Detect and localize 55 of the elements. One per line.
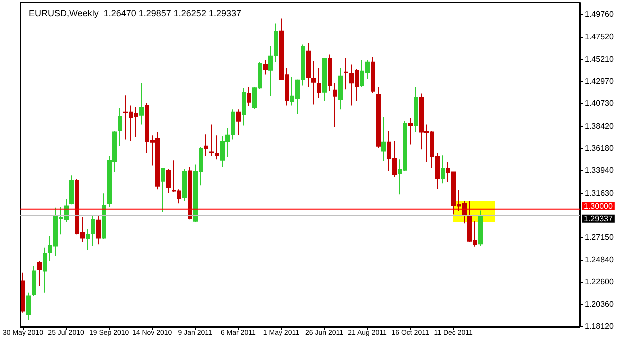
candlestick [32, 266, 36, 297]
candlestick [242, 88, 246, 126]
candlestick [247, 86, 251, 107]
candlestick [26, 292, 31, 321]
y-tick-label: 1.40730 [585, 99, 614, 108]
candlestick [414, 86, 418, 133]
candlestick [268, 46, 273, 97]
candlestick [188, 166, 192, 220]
candlestick [96, 216, 101, 246]
candlestick [166, 168, 171, 194]
candlestick [301, 44, 305, 86]
candlestick [306, 42, 311, 88]
candlestick [376, 86, 381, 148]
candlestick [441, 155, 445, 184]
candlestick [69, 175, 74, 206]
y-tick-label: 1.47520 [585, 32, 614, 42]
y-tick-label: 1.36180 [585, 144, 614, 153]
y-tick-label: 1.27150 [585, 232, 614, 242]
y-tick-label: 1.33940 [585, 166, 614, 176]
candlestick [311, 60, 316, 106]
text: EURUSD,Weekly 1.26470 1.29857 1.26252 1.29337 [29, 8, 242, 18]
candlestick [182, 168, 187, 202]
candlestick [274, 23, 278, 63]
y-tick-label: 1.18120 [585, 322, 614, 331]
candlestick [328, 54, 332, 92]
candlestick [333, 82, 337, 128]
y-tick-label: 1.42970 [585, 77, 614, 86]
candlestick [317, 68, 321, 99]
candlestick [161, 168, 165, 213]
y-tick-label: 1.45210 [585, 55, 614, 64]
candlestick [231, 109, 235, 140]
candlestick [21, 272, 25, 314]
candlestick [102, 193, 106, 240]
candlestick [381, 116, 386, 162]
y-tick-label: 1.38420 [585, 122, 614, 131]
candlestick [322, 58, 327, 102]
candlestick [408, 118, 413, 146]
y-tick-label: 1.24840 [585, 256, 614, 265]
y-tick-label: 1.20360 [585, 300, 614, 309]
candlestick [263, 60, 268, 76]
candlestick [86, 228, 90, 251]
candlestick [371, 56, 375, 94]
candlestick [139, 82, 144, 126]
candlestick [37, 260, 42, 287]
y-tick-label: 1.49760 [585, 10, 614, 20]
candlestick [91, 215, 95, 247]
y-tick-label: 1.22600 [585, 278, 614, 287]
candlestick [236, 109, 241, 136]
candlestick [338, 68, 343, 110]
ref-line-label: 1.29337 [584, 214, 614, 224]
y-tick-label: 1.31630 [585, 188, 614, 198]
candlestick [204, 134, 208, 157]
candlestick [118, 107, 122, 147]
candlestick [478, 210, 483, 247]
ref-line-label: 1.30000 [584, 202, 614, 211]
